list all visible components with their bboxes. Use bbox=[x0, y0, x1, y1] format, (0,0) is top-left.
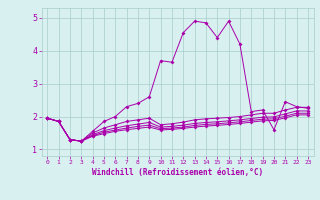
X-axis label: Windchill (Refroidissement éolien,°C): Windchill (Refroidissement éolien,°C) bbox=[92, 168, 263, 177]
